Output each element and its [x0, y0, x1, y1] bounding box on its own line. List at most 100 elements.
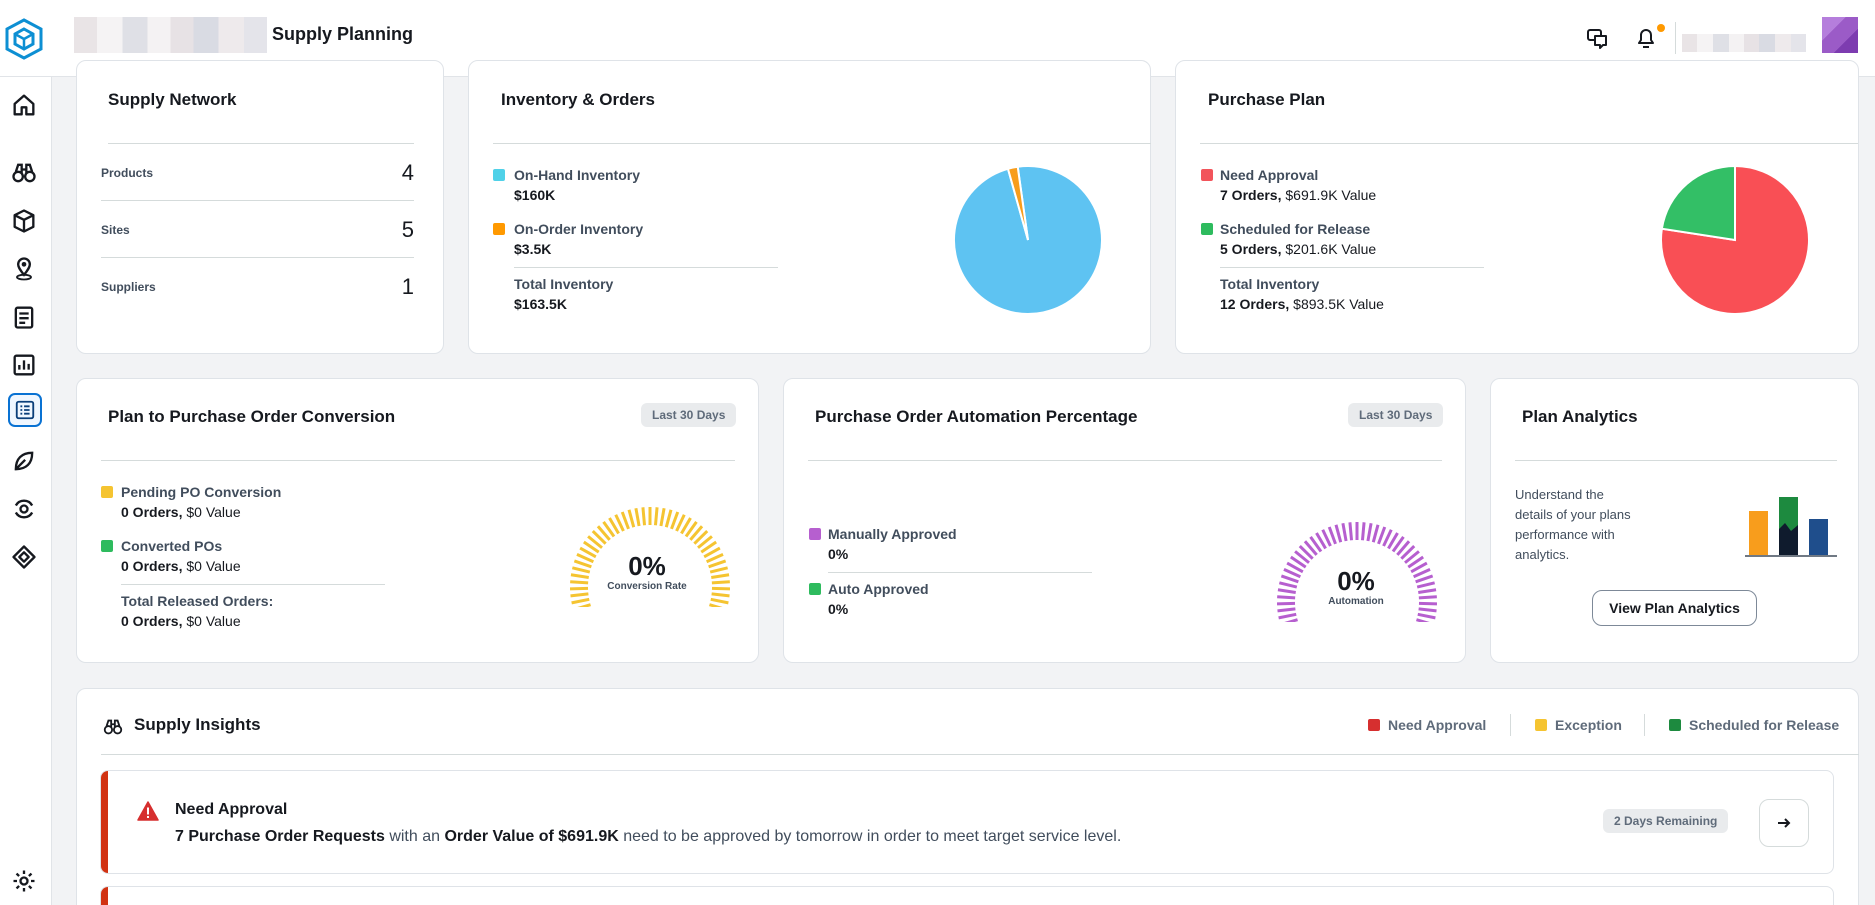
gauge-tick	[1341, 522, 1348, 542]
gauge-tick	[576, 553, 594, 564]
date-range-badge[interactable]: Last 30 Days	[641, 403, 737, 427]
gauge-tick	[703, 546, 721, 559]
gauge-tick	[608, 517, 620, 535]
legend-swatch	[809, 528, 821, 540]
legend-swatch	[493, 223, 505, 235]
legend-swatch	[1201, 169, 1213, 181]
divider	[121, 584, 385, 585]
leaf-icon[interactable]	[10, 447, 38, 475]
sidebar	[0, 77, 52, 905]
orders-value: $0 Value	[186, 613, 241, 629]
gauge-tick	[1382, 529, 1393, 547]
settings-icon[interactable]	[10, 867, 38, 895]
divider	[828, 572, 1092, 573]
legend-scheduled-release[interactable]: Scheduled for Release	[1669, 717, 1839, 733]
legend-label: Exception	[1555, 717, 1622, 733]
inventory-pie-chart	[953, 165, 1103, 315]
plan-conversion-card: Plan to Purchase Order Conversion Last 3…	[76, 378, 759, 663]
legend-separator	[1644, 714, 1645, 736]
chat-icon[interactable]	[1584, 24, 1612, 52]
legend-label: On-Hand Inventory	[514, 167, 641, 183]
avatar[interactable]	[1822, 17, 1858, 53]
legend-label: Need Approval	[1220, 167, 1319, 183]
binoculars-icon[interactable]	[10, 159, 38, 187]
insight-next[interactable]	[100, 886, 1834, 905]
legend-label: Scheduled for Release	[1689, 717, 1840, 733]
gauge-tick	[1277, 588, 1296, 594]
divider	[101, 460, 735, 461]
legend-need-approval[interactable]: Need Approval	[1368, 717, 1486, 733]
gauge-tick	[709, 603, 723, 607]
header-divider	[1675, 22, 1676, 54]
gauge-tick	[573, 559, 592, 569]
gauge-tick	[1377, 526, 1387, 545]
total-label: Total Released Orders:	[121, 593, 274, 609]
clipboard-icon[interactable]	[10, 303, 38, 331]
row-value: 5	[401, 217, 414, 242]
sidebar-item-active[interactable]	[8, 393, 42, 427]
legend-label: Pending PO Conversion	[121, 484, 282, 500]
orders-count: 7 Orders,	[1220, 187, 1282, 203]
card-title: Plan Analytics	[1522, 407, 1638, 426]
orders-value: $201.6K Value	[1285, 241, 1377, 257]
gauge-tick	[706, 553, 724, 564]
gauge-tick	[1321, 529, 1332, 547]
location-icon[interactable]	[10, 255, 38, 283]
gauge-tick	[587, 535, 603, 549]
legend-swatch	[1535, 719, 1547, 731]
orders-value: $691.9K Value	[1285, 187, 1377, 203]
gauge-tick	[1289, 555, 1307, 569]
home-icon[interactable]	[10, 91, 38, 119]
box-icon[interactable]	[10, 207, 38, 235]
date-range-badge[interactable]: Last 30 Days	[1348, 403, 1444, 427]
user-name-redacted[interactable]	[1682, 34, 1806, 52]
view-plan-analytics-button[interactable]: View Plan Analytics	[1592, 590, 1757, 626]
orders-value: $0 Value	[186, 504, 241, 520]
gauge-tick	[570, 573, 589, 579]
legend-value: $160K	[514, 187, 556, 203]
pie-slice[interactable]	[1006, 165, 1029, 241]
gauge-tick	[711, 592, 730, 598]
legend-separator	[1510, 714, 1511, 736]
bell-icon[interactable]	[1632, 24, 1660, 52]
legend-swatch	[101, 540, 113, 552]
orders-count: 0 Orders,	[121, 613, 183, 629]
legend-exception[interactable]: Exception	[1535, 717, 1622, 733]
gauge-tick	[700, 540, 718, 554]
analytics-chart-icon	[1745, 497, 1837, 557]
logo-icon[interactable]	[4, 17, 44, 61]
insight-need-approval[interactable]: Need Approval 7 Purchase Order Requests …	[100, 770, 1834, 874]
orders-count: 0 Orders,	[121, 504, 183, 520]
total-label: Total Inventory	[1220, 276, 1320, 292]
notification-dot	[1657, 24, 1665, 32]
bar-chart-icon[interactable]	[10, 351, 38, 379]
card-title: Inventory & Orders	[501, 90, 655, 109]
gauge-tick	[711, 573, 730, 579]
legend-swatch	[809, 583, 821, 595]
inventory-orders-card: Inventory & Orders On-Hand Inventory $16…	[468, 60, 1151, 354]
row-label: Suppliers	[101, 280, 156, 294]
insight-arrow-button[interactable]	[1759, 799, 1809, 847]
card-title: Plan to Purchase Order Conversion	[108, 407, 396, 426]
gauge-tick	[571, 597, 590, 605]
gauge-tick	[1286, 561, 1304, 574]
pie-slice[interactable]	[1660, 165, 1736, 242]
orders-count: 12 Orders,	[1220, 296, 1290, 312]
insight-title: Need Approval	[175, 801, 288, 818]
gauge-tick	[1303, 540, 1318, 556]
gauge-tick	[596, 525, 611, 541]
diamond-icon[interactable]	[10, 543, 38, 571]
cycle-icon[interactable]	[10, 495, 38, 523]
gauge-tick	[689, 525, 704, 541]
gauge-tick	[684, 521, 698, 538]
gauge-tick	[1417, 612, 1436, 620]
gauge-tick	[697, 535, 713, 549]
gauge-tick	[1413, 568, 1431, 579]
divider	[1515, 460, 1837, 461]
supply-network-card: Supply Network Products 4 Sites 5 Suppli…	[76, 60, 444, 354]
gauge-value: 0%	[628, 551, 666, 581]
divider	[1200, 143, 1858, 144]
card-title: Supply Network	[108, 90, 237, 109]
gauge-tick	[614, 514, 625, 532]
orders-value: $0 Value	[186, 558, 241, 574]
